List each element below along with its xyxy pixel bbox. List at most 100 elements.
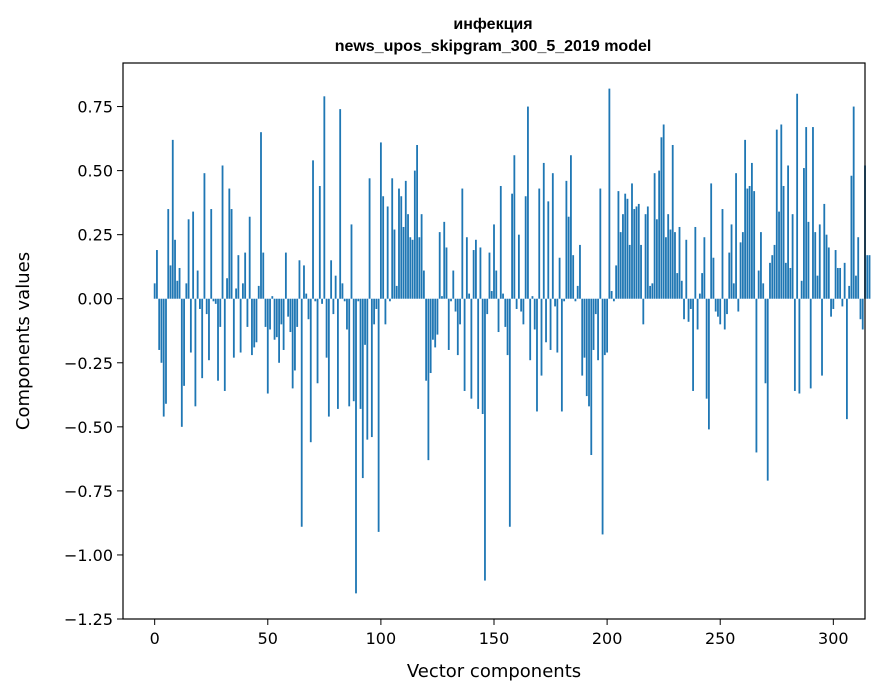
bar <box>418 237 421 299</box>
bar <box>714 298 717 312</box>
bar <box>445 247 448 299</box>
bar <box>264 298 267 327</box>
y-tick-label: −1.25 <box>64 610 113 629</box>
bar <box>194 298 197 407</box>
bar <box>309 298 312 443</box>
bar <box>432 298 434 340</box>
bar <box>187 219 190 299</box>
bar <box>384 298 387 325</box>
bar <box>262 252 265 299</box>
bar <box>400 196 403 299</box>
bar <box>416 144 418 299</box>
bar <box>515 298 518 309</box>
bar <box>567 216 570 299</box>
bar <box>823 203 826 299</box>
bar <box>825 234 828 299</box>
bar <box>212 298 215 302</box>
bar <box>391 178 394 299</box>
bar <box>549 298 552 350</box>
bar <box>294 298 296 371</box>
bar <box>377 298 380 532</box>
bar <box>744 139 747 299</box>
bar <box>230 209 233 299</box>
bar <box>214 298 217 304</box>
bar <box>703 237 706 299</box>
bar <box>839 267 842 299</box>
bar <box>540 298 543 376</box>
x-tick-label: 200 <box>592 629 623 648</box>
bar <box>278 298 280 363</box>
bar <box>318 185 321 299</box>
bar <box>269 298 271 330</box>
x-tick-label: 150 <box>479 629 510 648</box>
bar <box>493 224 495 299</box>
bar <box>407 214 409 299</box>
bar <box>857 237 860 299</box>
bar <box>642 298 645 325</box>
bar <box>257 285 260 299</box>
bar <box>210 209 213 299</box>
bar <box>517 234 520 299</box>
bar <box>626 198 629 299</box>
bar <box>511 193 513 299</box>
bar <box>219 298 222 327</box>
bar <box>757 270 760 299</box>
bar <box>805 127 808 299</box>
bar <box>601 298 604 535</box>
bar <box>655 219 658 299</box>
bar <box>660 137 663 299</box>
bar <box>169 265 172 299</box>
bar <box>529 298 532 361</box>
bar <box>248 216 251 299</box>
x-tick-label: 100 <box>366 629 397 648</box>
bar <box>343 298 346 302</box>
bar <box>778 211 780 299</box>
bar <box>789 267 792 299</box>
bar <box>827 247 830 299</box>
bar <box>389 298 391 302</box>
bar <box>513 155 516 299</box>
bar <box>599 188 602 299</box>
bar <box>696 298 699 330</box>
bar <box>235 288 238 299</box>
bar <box>834 250 837 299</box>
bar <box>712 257 715 299</box>
bar <box>359 298 362 409</box>
bar <box>443 221 446 299</box>
bar <box>490 291 493 299</box>
x-tick-label: 300 <box>818 629 849 648</box>
bar <box>246 298 249 327</box>
bar <box>830 298 832 317</box>
bar <box>622 214 624 299</box>
bar <box>327 298 330 417</box>
bar <box>226 278 228 299</box>
bar <box>357 298 360 302</box>
bar <box>456 298 459 356</box>
bar <box>646 206 649 299</box>
bar <box>773 244 776 299</box>
bar <box>803 168 805 299</box>
bar <box>398 188 400 299</box>
bar <box>721 209 724 299</box>
bar <box>346 298 348 330</box>
bar <box>732 283 735 299</box>
bar <box>332 298 335 315</box>
bar <box>771 255 774 299</box>
bar <box>459 298 461 325</box>
bar <box>176 280 179 299</box>
bar <box>477 298 480 409</box>
bar <box>441 296 443 299</box>
bar <box>760 232 762 299</box>
bar <box>522 298 525 325</box>
bar <box>468 293 471 299</box>
bar <box>221 165 224 299</box>
bar <box>603 298 606 356</box>
bar <box>497 298 500 333</box>
bar <box>323 96 326 299</box>
bar <box>366 298 369 440</box>
bar <box>178 267 181 299</box>
bar <box>334 275 337 299</box>
y-axis: 0.75 0.50 0.25 0.00 −0.25 −0.50 −0.75 −1.00 −1.2… <box>64 98 123 629</box>
bar <box>852 106 855 299</box>
